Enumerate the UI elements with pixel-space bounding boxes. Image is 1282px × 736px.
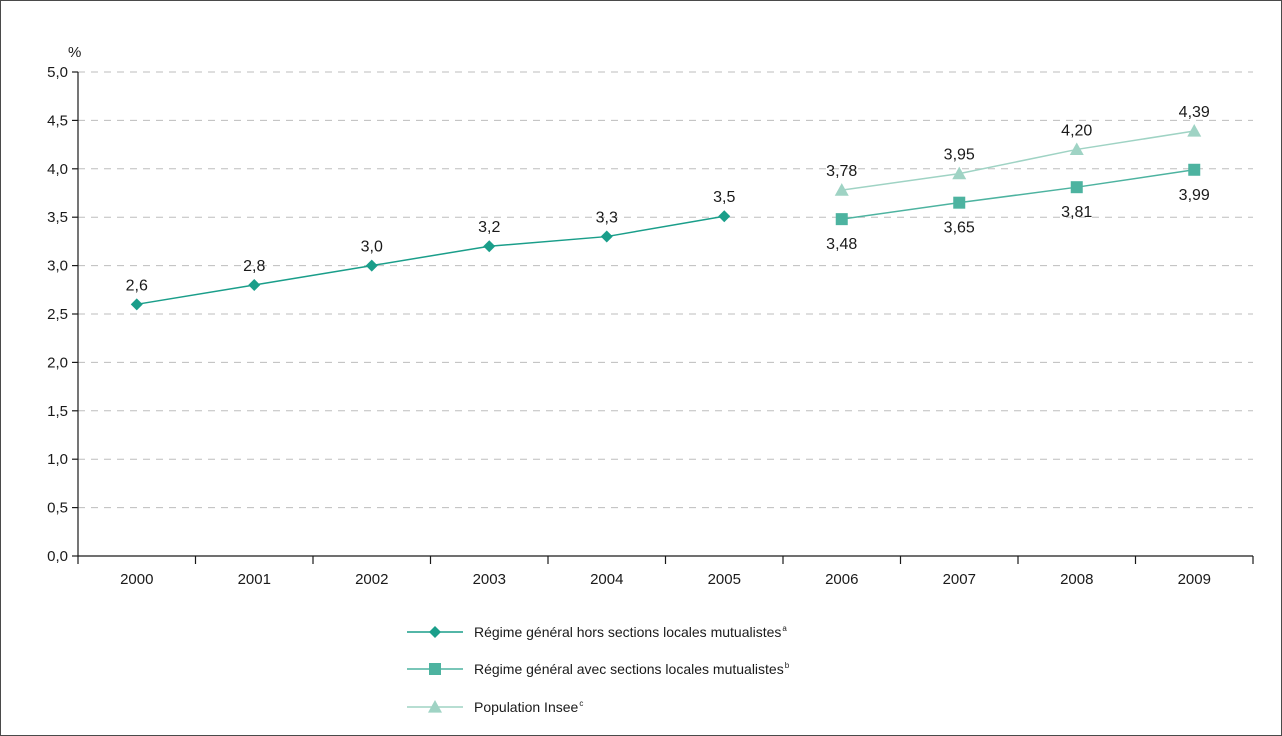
x-tick-label: 2007 [943,571,976,588]
data-label: 2,6 [126,277,148,294]
data-label: 3,0 [361,239,383,256]
data-label: 2,8 [243,258,265,275]
series-line-1 [136,215,725,306]
y-tick-label: 3,0 [47,258,68,275]
y-tick-label: 1,0 [47,451,68,468]
series-1-point [718,210,731,223]
x-tick-label: 2005 [708,571,741,588]
x-tick-label: 2004 [590,571,623,588]
x-tick-label: 2003 [473,571,506,588]
series-1-point [248,278,261,291]
series-3-point [1069,142,1084,156]
y-tick-label: 0,0 [47,548,68,565]
y-tick-label: 5,0 [47,64,68,81]
series-2-point [953,196,966,209]
x-tick-label: 2000 [120,571,153,588]
y-tick-label: 1,5 [47,403,68,420]
x-tick-label: 2006 [825,571,858,588]
data-label: 4,20 [1061,122,1092,139]
y-axis-label: % [68,44,81,61]
series-2-point [835,213,848,226]
data-label: 3,99 [1179,187,1210,204]
series-2-point [1188,163,1201,176]
legend-marker [429,663,441,675]
legend-marker [429,626,441,638]
series-1-point [600,230,613,243]
x-tick-label: 2002 [355,571,388,588]
series-1-point [365,259,378,272]
series-3-point [1187,124,1202,137]
data-label: 3,78 [826,163,857,180]
legend-superscript: a [782,624,787,633]
legend-label: Régime général avec sections locales mut… [474,661,790,677]
legend-series-name: Population Insee [474,699,579,715]
data-label: 3,48 [826,236,857,253]
x-tick-label: 2009 [1178,571,1211,588]
data-label: 3,81 [1061,204,1092,221]
y-tick-label: 4,0 [47,161,68,178]
legend-series-name: Régime général avec sections locales mut… [474,661,784,677]
series-1-point [130,298,143,311]
y-tick-label: 0,5 [47,500,68,517]
legend-series-name: Régime général hors sections locales mut… [474,624,781,640]
legend-label: Population Inseec [474,699,583,715]
series-1-point [483,240,496,253]
legend-marker [428,700,442,713]
series-line-3 [841,130,1195,191]
data-label: 3,5 [713,189,735,206]
data-label: 3,95 [944,147,975,164]
data-label: 3,2 [478,219,500,236]
x-tick-label: 2001 [238,571,271,588]
y-tick-label: 4,5 [47,112,68,129]
data-label: 3,65 [944,220,975,237]
y-tick-label: 3,5 [47,209,68,226]
y-tick-label: 2,5 [47,306,68,323]
series-line-2 [841,169,1195,220]
x-tick-label: 2008 [1060,571,1093,588]
series-2-point [1070,181,1083,194]
data-label: 4,39 [1179,104,1210,121]
data-label: 3,3 [596,210,618,227]
y-tick-label: 2,0 [47,354,68,371]
series-3-point [952,166,967,180]
series-3-point [834,183,849,196]
legend-superscript: c [579,699,583,708]
legend-superscript: b [785,661,790,670]
legend-label: Régime général hors sections locales mut… [474,624,787,640]
